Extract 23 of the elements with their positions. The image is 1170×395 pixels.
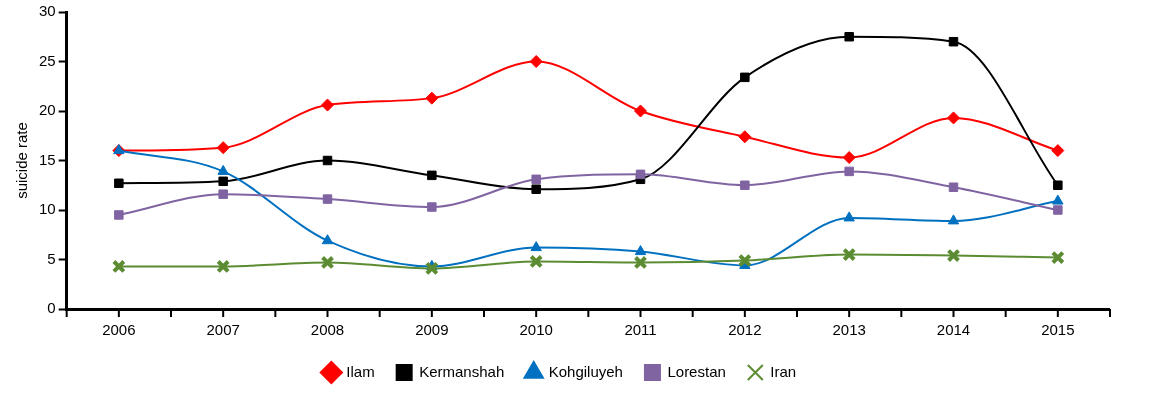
y-tick-label: 0 <box>47 299 56 317</box>
y-tick-label: 10 <box>39 200 56 218</box>
y-tick-label: 15 <box>39 150 56 168</box>
x-tick-label: 2012 <box>728 321 762 339</box>
x-tick-label: 2013 <box>832 321 866 339</box>
legend-label: Kohgiluyeh <box>548 362 623 380</box>
x-tick-label: 2009 <box>415 321 449 339</box>
x-tick-label: 2010 <box>519 321 553 339</box>
x-tick-label: 2007 <box>206 321 240 339</box>
y-tick-label: 20 <box>39 101 56 119</box>
legend-label: Iran <box>770 362 797 380</box>
x-tick-label: 2014 <box>936 321 971 339</box>
legend-label: Kermanshah <box>419 362 505 380</box>
legend-label: Lorestan <box>667 362 726 380</box>
x-tick-label: 2008 <box>310 321 345 339</box>
x-tick-label: 2015 <box>1041 321 1075 339</box>
x-tick-label: 2006 <box>102 321 136 339</box>
y-tick-label: 25 <box>39 51 56 69</box>
legend-label: Ilam <box>346 362 375 380</box>
x-tick-label: 2011 <box>624 321 657 339</box>
y-tick-label: 5 <box>47 249 56 267</box>
y-axis-title: suicide rate <box>13 122 31 199</box>
y-tick-label: 30 <box>39 2 56 20</box>
